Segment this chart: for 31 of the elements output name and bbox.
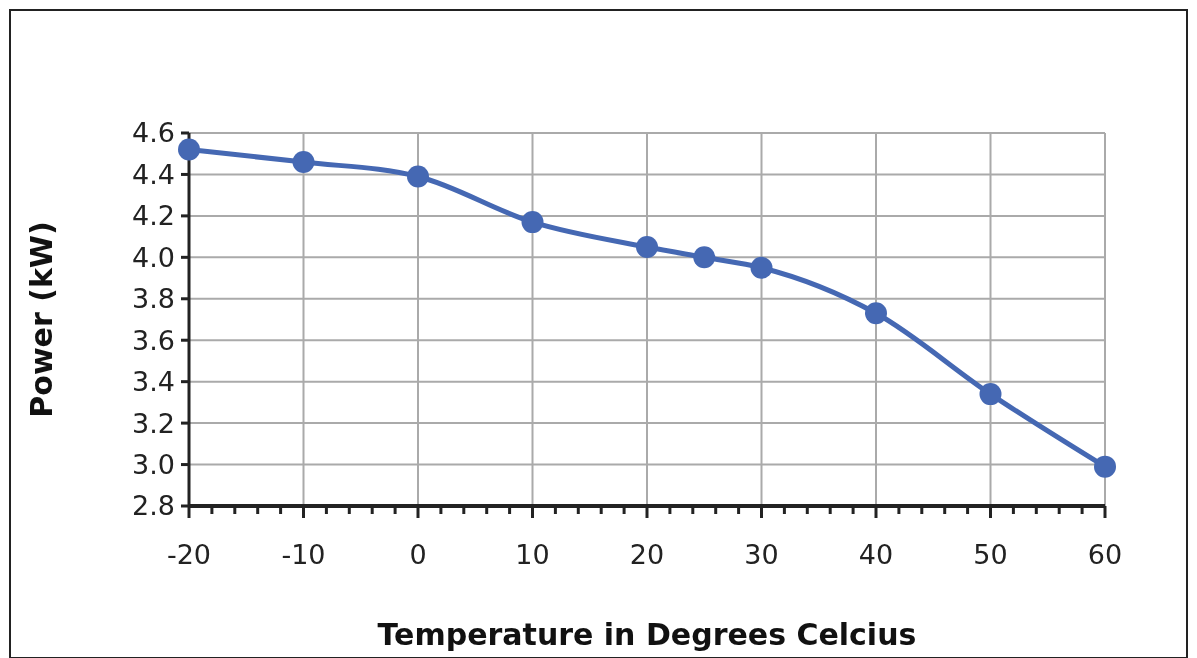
x-tick-label: 10 — [515, 539, 550, 570]
x-tick-label: 40 — [858, 539, 894, 570]
y-tick-label: 2.8 — [132, 490, 175, 522]
point — [1094, 455, 1116, 478]
y-tick-label: 3.8 — [132, 283, 175, 315]
point — [636, 235, 658, 258]
x-tick-label: 0 — [409, 539, 427, 570]
y-axis-title: Power (kW) — [24, 221, 59, 418]
y-tick-label: 4.2 — [132, 200, 175, 232]
point — [521, 211, 544, 234]
y-tick-label: 3.2 — [132, 407, 175, 439]
x-tick-label: -20 — [166, 539, 212, 570]
point — [292, 151, 315, 174]
point — [865, 302, 887, 325]
x-tick-label: 30 — [744, 539, 779, 570]
x-tick-label: -10 — [281, 539, 326, 570]
y-tick-label: 3.0 — [132, 449, 175, 481]
x-axis-title: Temperature in Degrees Celcius — [377, 617, 917, 652]
y-tick-label: 4.0 — [132, 241, 175, 273]
point — [979, 383, 1002, 406]
point — [407, 165, 429, 188]
point — [693, 246, 716, 269]
point — [178, 138, 200, 161]
x-tick-label: 20 — [629, 539, 665, 570]
x-tick-label: 60 — [1087, 539, 1123, 570]
point — [750, 256, 773, 279]
y-tick-label: 4.4 — [132, 158, 175, 190]
x-tick-label: 50 — [973, 539, 1008, 570]
y-tick-label: 3.6 — [132, 324, 175, 356]
y-tick-label: 3.4 — [132, 366, 175, 398]
y-tick-label: 4.6 — [132, 117, 175, 149]
